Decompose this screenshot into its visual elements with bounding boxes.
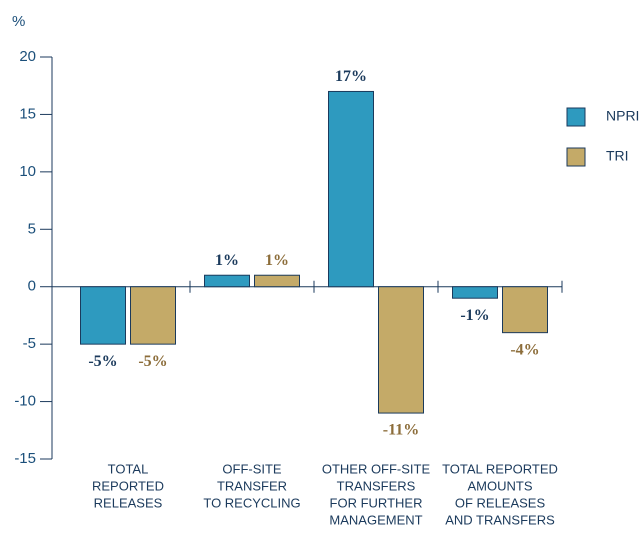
x-tick-label: AND TRANSFERS xyxy=(445,512,555,527)
y-tick-label: 10 xyxy=(19,163,36,180)
x-tick-label: RELEASES xyxy=(94,495,163,510)
y-tick-label: -5 xyxy=(23,335,36,352)
x-tick-label: TOTAL REPORTED xyxy=(442,461,558,476)
x-tick-label: TO RECYCLING xyxy=(203,495,300,510)
y-tick-label: 5 xyxy=(28,220,36,237)
bar xyxy=(80,286,126,345)
legend-swatch xyxy=(566,107,586,127)
x-tick-label: REPORTED xyxy=(92,478,164,493)
y-tick-label: -15 xyxy=(14,450,36,467)
x-tick-label: OFF-SITE xyxy=(222,461,282,476)
y-tick-label: -10 xyxy=(14,393,36,410)
legend-label: NPRI xyxy=(606,108,639,124)
value-label: -11% xyxy=(383,422,419,439)
bar xyxy=(452,286,498,299)
x-tick-label: TOTAL xyxy=(108,461,149,476)
bar xyxy=(204,274,250,288)
legend-label: TRI xyxy=(606,148,629,164)
x-tick-label: OTHER OFF-SITE xyxy=(322,461,431,476)
legend-swatch xyxy=(566,147,586,167)
bar xyxy=(378,286,424,414)
value-label: -5% xyxy=(88,353,117,370)
x-tick-label: AMOUNTS xyxy=(468,478,533,493)
x-tick-label: MANAGEMENT xyxy=(329,512,422,527)
x-tick-label: FOR FURTHER xyxy=(330,495,423,510)
y-tick-label: 15 xyxy=(19,105,36,122)
value-label: 17% xyxy=(335,68,367,85)
bar xyxy=(328,90,374,288)
x-tick-label: TRANSFERS xyxy=(337,478,416,493)
x-tick-label: OF RELEASES xyxy=(455,495,546,510)
y-tick-label: 0 xyxy=(28,278,36,295)
value-label: 1% xyxy=(265,252,289,269)
value-label: 1% xyxy=(215,252,239,269)
y-tick-label: 20 xyxy=(19,48,36,65)
bar xyxy=(502,286,548,334)
y-axis-label: % xyxy=(12,13,25,30)
value-label: -4% xyxy=(510,341,539,358)
bar xyxy=(254,274,300,288)
bar xyxy=(130,286,176,345)
value-label: -5% xyxy=(138,353,167,370)
value-label: -1% xyxy=(460,307,489,324)
x-tick-label: TRANSFER xyxy=(217,478,287,493)
